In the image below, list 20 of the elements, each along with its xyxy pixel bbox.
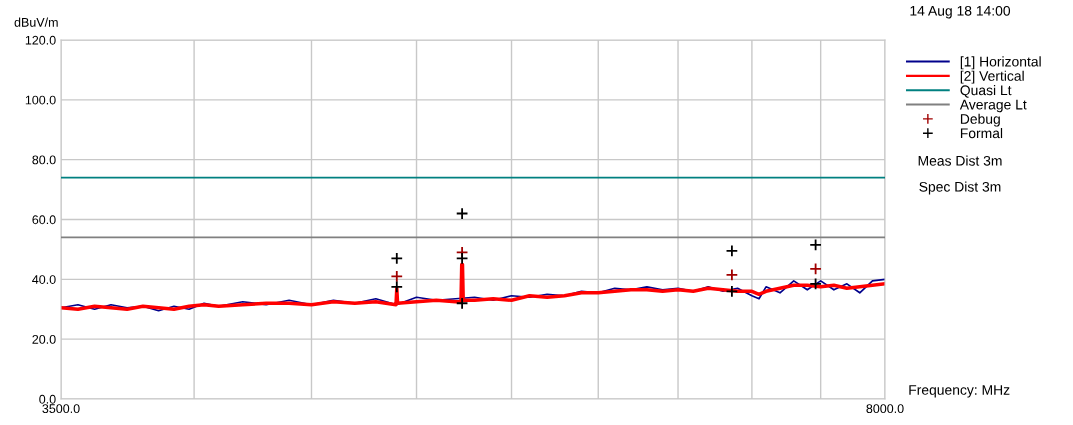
x-axis-title: Frequency: MHz	[909, 385, 1010, 398]
x-tick-label: 3500.0	[42, 404, 80, 414]
text: Spec Dist 3m	[919, 181, 1001, 195]
y-tick-label: 40.0	[32, 275, 56, 284]
x-tick-label: 8000.0	[866, 404, 904, 414]
y-tick-label: 20.0	[32, 334, 56, 344]
y-tick-label: 60.0	[32, 215, 56, 225]
legend-label: [2] Vertical	[960, 70, 1024, 84]
legend-label: Debug	[960, 113, 1000, 127]
y-axis-title: dBuV/m	[14, 17, 58, 27]
legend-label: Quasi Lt	[960, 85, 1012, 98]
text: Meas Dist 3m	[918, 155, 1002, 166]
y-tick-label: 120.0	[25, 35, 56, 45]
text: 14 Aug 18 14:00	[910, 5, 1011, 19]
y-tick-label: 100.0	[25, 95, 56, 105]
y-tick-label: 80.0	[32, 155, 56, 165]
legend-label: [1] Horizontal	[960, 56, 1041, 70]
y-tick-label: 0.0	[39, 394, 56, 404]
legend-label: Average Lt	[959, 99, 1027, 113]
legend-label: Formal	[960, 128, 1003, 139]
